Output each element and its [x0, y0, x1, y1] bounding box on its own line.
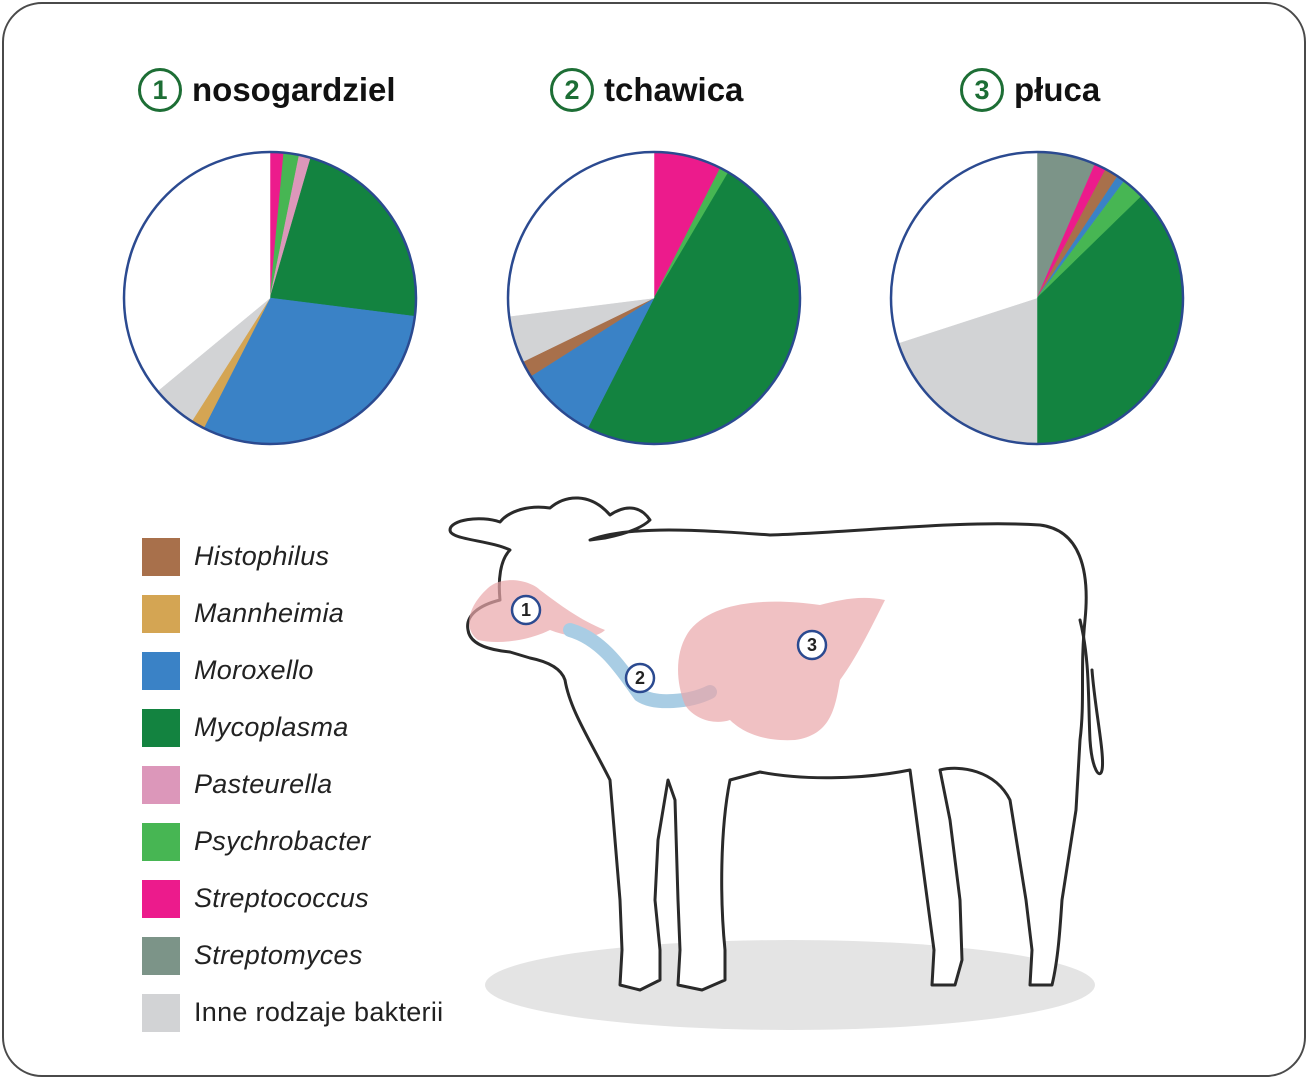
- pie-outline: [122, 150, 418, 446]
- legend-item: Psychrobacter: [142, 813, 522, 870]
- chart-title-text: nosogardziel: [192, 71, 396, 108]
- legend-label: Histophilus: [194, 541, 330, 571]
- pie-outline: [506, 150, 802, 446]
- pie-chart-tchawica: [506, 150, 802, 446]
- legend-label: Mycoplasma: [194, 712, 349, 742]
- chart-title-text: tchawica: [604, 71, 744, 108]
- legend-label: Streptococcus: [194, 883, 369, 913]
- location-markers: 1 2 3: [510, 594, 828, 694]
- legend-swatch: [142, 708, 180, 747]
- marker-3-label: 3: [807, 635, 817, 655]
- pie-outline: [889, 150, 1185, 446]
- legend-item: Streptomyces: [142, 927, 522, 984]
- legend-item: Inne rodzaje bakterii: [142, 984, 522, 1041]
- legend-label: Mannheimia: [194, 598, 345, 628]
- legend-item: Streptococcus: [142, 870, 522, 927]
- calf-illustration: 1 2 3: [448, 496, 1105, 1030]
- lungs: [678, 597, 885, 741]
- legend-item: Mannheimia: [142, 585, 522, 642]
- ground-shadow: [485, 940, 1095, 1030]
- legend-swatch: [142, 936, 180, 975]
- marker-1: 1: [510, 594, 542, 626]
- pie-chart-pluca: [889, 150, 1185, 446]
- legend-label: Inne rodzaje bakterii: [194, 997, 444, 1027]
- chart-title-text: płuca: [1014, 71, 1101, 108]
- legend-swatch: [142, 993, 180, 1032]
- marker-2-label: 2: [635, 668, 645, 688]
- legend-item: Histophilus: [142, 528, 522, 585]
- legend-label: Streptomyces: [194, 940, 363, 970]
- pie-slice-empty: [507, 151, 655, 317]
- legend-item: Moroxello: [142, 642, 522, 699]
- pie-chart-nosogardziel: [122, 150, 418, 446]
- chart-title-nosogardziel: 1 nosogardziel: [138, 62, 396, 118]
- calf-outline: [448, 496, 1105, 992]
- legend-label: Psychrobacter: [194, 826, 371, 856]
- number-badge: 2: [550, 68, 594, 112]
- legend: Histophilus Mannheimia Moroxello Mycopla…: [142, 528, 522, 1041]
- legend-item: Pasteurella: [142, 756, 522, 813]
- number-badge: 1: [138, 68, 182, 112]
- legend-swatch: [142, 822, 180, 861]
- marker-3: 3: [796, 629, 828, 661]
- chart-title-tchawica: 2 tchawica: [550, 62, 743, 118]
- marker-2: 2: [624, 662, 656, 694]
- legend-label: Pasteurella: [194, 769, 333, 799]
- marker-1-label: 1: [521, 600, 531, 620]
- legend-swatch: [142, 651, 180, 690]
- legend-swatch: [142, 879, 180, 918]
- legend-label: Moroxello: [194, 655, 314, 685]
- legend-swatch: [142, 594, 180, 633]
- legend-swatch: [142, 537, 180, 576]
- number-badge: 3: [960, 68, 1004, 112]
- legend-swatch: [142, 765, 180, 804]
- legend-item: Mycoplasma: [142, 699, 522, 756]
- chart-title-pluca: 3 płuca: [960, 62, 1100, 118]
